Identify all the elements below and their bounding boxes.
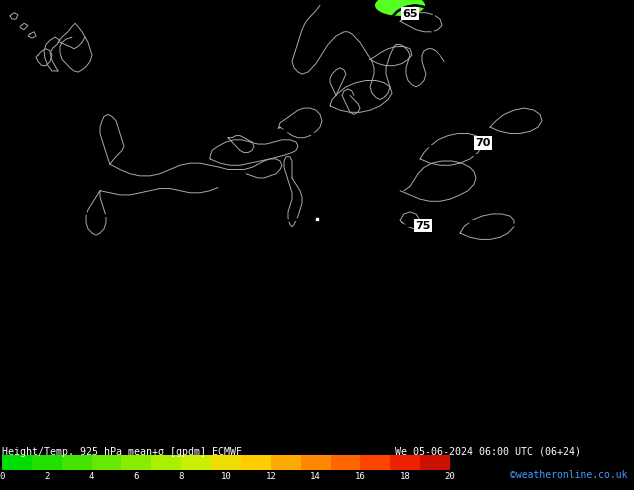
Text: 18: 18 — [400, 472, 411, 481]
Bar — [211, 455, 241, 470]
Text: 2: 2 — [44, 472, 49, 481]
Text: 12: 12 — [266, 472, 276, 481]
Bar — [152, 455, 181, 470]
Bar — [420, 455, 450, 470]
Text: 65: 65 — [402, 9, 418, 19]
Text: 6: 6 — [134, 472, 139, 481]
Bar — [32, 455, 61, 470]
Bar — [2, 455, 32, 470]
Bar — [91, 455, 122, 470]
Text: 10: 10 — [221, 472, 231, 481]
Bar — [61, 455, 91, 470]
Bar — [271, 455, 301, 470]
Bar — [122, 455, 152, 470]
Ellipse shape — [375, 0, 425, 16]
Text: 75: 75 — [415, 220, 430, 231]
Bar — [330, 455, 360, 470]
Text: 0: 0 — [0, 472, 4, 481]
Text: 20: 20 — [444, 472, 455, 481]
Bar — [360, 455, 391, 470]
Text: We 05-06-2024 06:00 UTC (06+24): We 05-06-2024 06:00 UTC (06+24) — [395, 447, 581, 457]
Text: 14: 14 — [310, 472, 321, 481]
Text: 4: 4 — [89, 472, 94, 481]
Text: Height/Temp. 925 hPa mean+σ [gpdm] ECMWF: Height/Temp. 925 hPa mean+σ [gpdm] ECMWF — [2, 447, 242, 457]
Bar — [391, 455, 420, 470]
Text: ©weatheronline.co.uk: ©weatheronline.co.uk — [510, 470, 628, 480]
Bar — [241, 455, 271, 470]
Bar — [181, 455, 211, 470]
Bar — [301, 455, 330, 470]
Text: 70: 70 — [476, 138, 491, 148]
Text: 16: 16 — [355, 472, 366, 481]
Text: 8: 8 — [179, 472, 184, 481]
